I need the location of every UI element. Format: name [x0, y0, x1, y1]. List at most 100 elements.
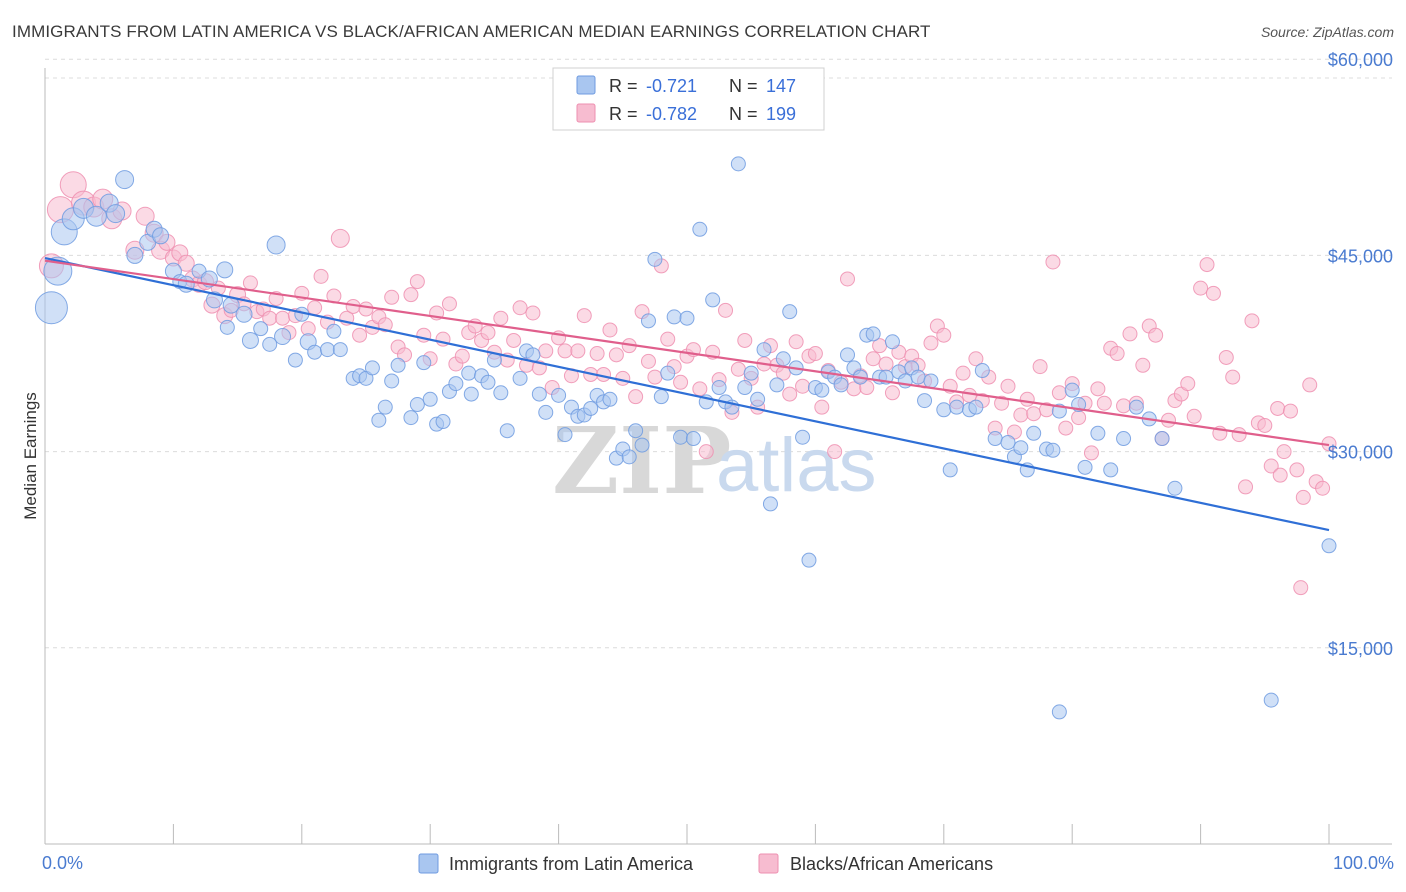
blue-point-74 [621, 449, 637, 465]
y-axis-tick-labels: $15,000 $30,000 $45,000 $60,000 [1328, 50, 1393, 659]
blue-point-96 [762, 496, 778, 512]
blue-series-points [34, 156, 1337, 720]
pink-point-158 [1096, 395, 1112, 411]
x-axis-ticks [44, 824, 1330, 844]
pink-point-114 [814, 399, 830, 415]
pink-point-143 [1000, 378, 1016, 394]
blue-point-140 [1090, 425, 1106, 441]
blue-point-57 [499, 423, 515, 439]
pink-point-66 [506, 332, 522, 348]
blue-point-45 [416, 355, 432, 371]
chart-source: Source: ZipAtlas.com [1260, 24, 1394, 40]
blue-trend-line [44, 256, 1330, 532]
pink-point-113 [807, 346, 823, 362]
blue-point-7 [106, 204, 126, 224]
blue-point-58 [512, 370, 528, 386]
legend-box [552, 67, 825, 131]
pink-point-151 [1051, 385, 1067, 401]
pink-point-157 [1090, 381, 1106, 397]
series-legend-swatch-blue [418, 853, 439, 874]
blue-point-141 [1103, 462, 1119, 478]
blue-point-97 [769, 377, 785, 393]
pink-point-99 [718, 302, 734, 318]
blue-point-56 [493, 385, 509, 401]
blue-point-92 [737, 380, 753, 396]
blue-point-122 [936, 402, 952, 418]
blue-point-84 [685, 431, 701, 447]
blue-point-133 [1026, 425, 1042, 441]
pink-point-142 [994, 395, 1010, 411]
blue-point-120 [917, 393, 933, 409]
pink-point-177 [1218, 349, 1234, 365]
blue-point-48 [435, 414, 451, 430]
pink-point-179 [1231, 427, 1247, 443]
pink-point-174 [1199, 257, 1215, 273]
pink-point-25 [242, 275, 258, 291]
pink-point-192 [1315, 480, 1331, 496]
pink-point-47 [384, 289, 400, 305]
pink-point-35 [307, 300, 323, 316]
blue-point-146 [1167, 480, 1183, 496]
blue-point-0 [34, 291, 68, 325]
pink-point-183 [1257, 417, 1273, 433]
pink-point-109 [782, 386, 798, 402]
y-tick-label-1: $30,000 [1328, 443, 1393, 463]
blue-point-88 [711, 380, 727, 396]
y-axis-label: Median Earnings [21, 392, 40, 520]
blue-point-95 [756, 342, 772, 358]
blue-point-22 [235, 305, 253, 323]
series-legend-label-pink: Blacks/African Americans [790, 854, 993, 874]
pink-point-189 [1295, 489, 1311, 505]
pink-point-145 [1013, 407, 1029, 423]
pink-trend-line [44, 259, 1330, 447]
pink-point-188 [1289, 462, 1305, 478]
blue-point-83 [679, 310, 695, 326]
pink-point-146 [1019, 391, 1035, 407]
pink-point-136 [955, 365, 971, 381]
pink-point-131 [923, 335, 939, 351]
blue-point-75 [628, 423, 644, 439]
pink-point-69 [525, 305, 541, 321]
blue-point-107 [833, 377, 849, 393]
blue-point-94 [750, 391, 766, 407]
blue-point-40 [377, 399, 393, 415]
series-legend-label-blue: Immigrants from Latin America [449, 854, 694, 874]
y-tick-label-2: $45,000 [1328, 246, 1393, 266]
legend-n-label-pink: N = [729, 104, 758, 124]
pink-point-172 [1186, 408, 1202, 424]
blue-point-98 [775, 351, 791, 367]
blue-point-21 [219, 319, 235, 335]
blue-point-71 [602, 391, 618, 407]
trend-lines [44, 256, 1330, 532]
blue-point-104 [814, 382, 830, 398]
pink-point-194 [1293, 580, 1309, 596]
blue-point-124 [949, 399, 965, 415]
pink-point-125 [884, 385, 900, 401]
pink-point-147 [1026, 406, 1042, 422]
pink-point-67 [512, 300, 528, 316]
watermark-zip: ZIP [552, 407, 731, 515]
blue-point-27 [274, 328, 292, 346]
blue-point-99 [782, 304, 798, 320]
blue-point-9 [126, 246, 144, 264]
blue-point-50 [448, 376, 464, 392]
blue-point-32 [319, 342, 335, 358]
pink-point-71 [538, 343, 554, 359]
correlation-legend: R = -0.721 N = 147 R = -0.782 N = 199 [552, 67, 825, 131]
blue-point-26 [266, 235, 286, 255]
pink-point-50 [403, 287, 419, 303]
blue-point-148 [1263, 692, 1279, 708]
pink-point-178 [1225, 369, 1241, 385]
blue-point-82 [673, 429, 689, 445]
blue-point-39 [371, 412, 387, 428]
blue-point-126 [968, 399, 984, 415]
blue-point-115 [884, 334, 900, 350]
pink-point-81 [602, 322, 618, 338]
pink-point-43 [358, 301, 374, 317]
blue-point-139 [1077, 459, 1093, 475]
blue-point-8 [115, 170, 135, 190]
pink-point-76 [570, 343, 586, 359]
series-legend: Immigrants from Latin America Blacks/Afr… [418, 853, 993, 874]
pink-point-56 [441, 296, 457, 312]
